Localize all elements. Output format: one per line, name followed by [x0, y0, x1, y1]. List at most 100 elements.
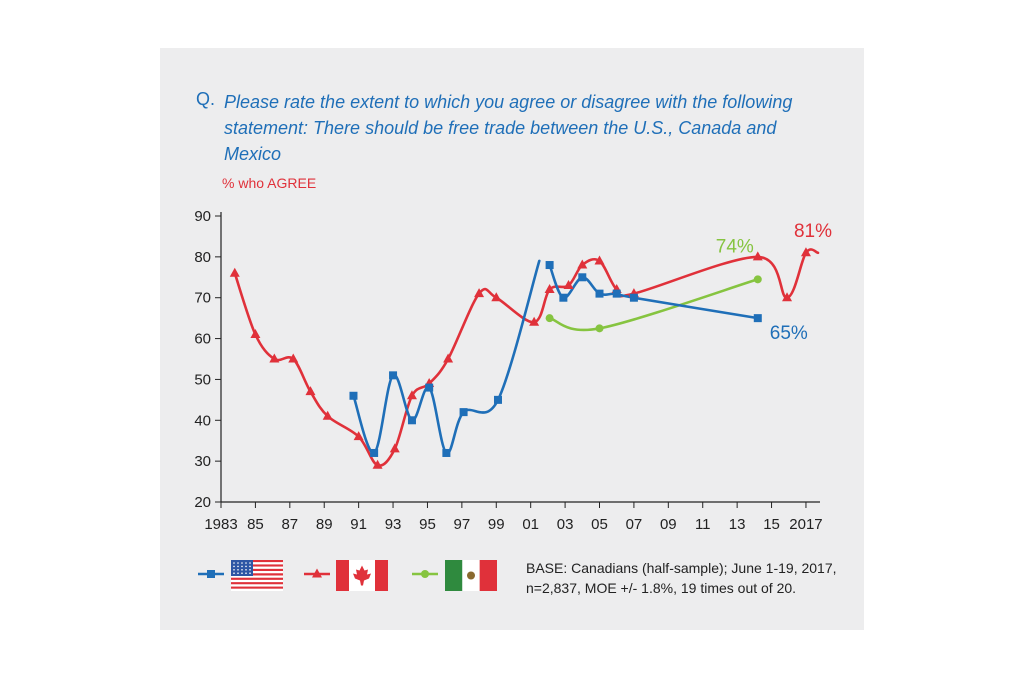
- legend: [198, 560, 497, 591]
- us-flag-star: [241, 562, 243, 564]
- end-labels: 65% 81% 74%: [716, 221, 832, 344]
- us-flag-star: [237, 572, 239, 574]
- mexico-data-point: [595, 324, 604, 333]
- us-legend-marker: [207, 570, 215, 578]
- x-tick-label: 95: [419, 516, 436, 533]
- us-flag-star: [249, 572, 251, 574]
- mexico-emblem-icon: [467, 571, 475, 580]
- canada-flag-bar: [375, 560, 388, 591]
- us-flag-star: [241, 569, 243, 571]
- us-data-point: [442, 448, 451, 457]
- us-data-point: [349, 391, 358, 400]
- y-tick-label: 80: [194, 249, 211, 266]
- us-data-point: [753, 314, 762, 323]
- us-flag-star: [237, 562, 239, 564]
- canada-data-point: [491, 292, 502, 302]
- x-tick-label: 89: [316, 516, 333, 533]
- us-flag-stripe: [231, 573, 283, 576]
- canada-data-point: [474, 288, 485, 298]
- y-tick-label: 60: [194, 331, 211, 348]
- x-tick-label: 11: [695, 516, 711, 533]
- canada-data-point: [322, 410, 333, 420]
- us-flag-stripe: [231, 582, 283, 585]
- canada-data-point: [443, 353, 454, 363]
- us-data-point: [493, 395, 502, 404]
- x-tick-label: 1983: [204, 516, 237, 533]
- us-data-point: [459, 408, 468, 417]
- us-flag-star: [233, 565, 235, 568]
- us-flag-star: [245, 562, 247, 564]
- us-flag-star: [249, 569, 251, 571]
- us-flag-star: [237, 565, 239, 568]
- series-markers: [229, 247, 811, 469]
- canada-data-point: [229, 267, 240, 277]
- question-prefix: Q.: [196, 89, 216, 109]
- canada-data-point: [288, 353, 299, 363]
- x-tick-label: 01: [522, 516, 539, 533]
- us-flag-star: [233, 569, 235, 571]
- us-data-point: [370, 448, 379, 457]
- mexico-flag-green: [445, 560, 463, 591]
- us-flag-stripe: [231, 584, 283, 587]
- us-data-point: [612, 289, 621, 298]
- us-data-point: [578, 273, 587, 282]
- us-flag-star: [241, 572, 243, 574]
- canada-data-point: [544, 284, 555, 294]
- us-flag-stripe: [231, 562, 283, 565]
- canada-data-point: [353, 431, 364, 441]
- x-tick-label: 2017: [789, 516, 822, 533]
- chart-axes: 20 30 40 50 60 70 80 90 1983 85 87 89 91 93 95 97 99 01 03…: [194, 208, 822, 533]
- x-tick-label: 93: [385, 516, 402, 533]
- us-end-label: 65%: [770, 323, 808, 344]
- canada-flag-bar: [336, 560, 349, 591]
- canada-data-point: [389, 443, 400, 453]
- us-flag-stripe: [231, 568, 283, 572]
- x-tick-label: 05: [591, 516, 608, 533]
- us-flag-stripe: [231, 571, 283, 574]
- y-tick-label: 30: [194, 453, 211, 470]
- x-tick-label: 09: [660, 516, 677, 533]
- x-tick-label: 15: [763, 516, 780, 533]
- us-series-line: [548, 263, 760, 320]
- canada-data-point: [594, 255, 605, 265]
- us-flag-star: [249, 562, 251, 564]
- us-data-point: [559, 293, 568, 302]
- us-flag-stripe: [231, 564, 283, 567]
- x-tick-label: 97: [454, 516, 471, 533]
- us-flag-star: [249, 565, 251, 568]
- canada-data-point: [800, 247, 811, 257]
- canada-data-point: [269, 353, 280, 363]
- us-data-point: [595, 289, 604, 298]
- us-flag-star: [233, 572, 235, 574]
- mexico-flag-icon: [445, 560, 497, 591]
- canada-end-label: 81%: [794, 221, 832, 242]
- canada-series-line: [233, 248, 820, 467]
- y-tick-label: 20: [194, 494, 211, 511]
- us-flag-star: [245, 569, 247, 571]
- canada-data-point: [752, 251, 763, 261]
- canada-data-point: [250, 328, 261, 338]
- us-data-point: [629, 293, 638, 302]
- y-tick-label: 40: [194, 412, 211, 429]
- us-flag-stripe: [231, 586, 283, 589]
- x-tick-label: 91: [350, 516, 367, 533]
- us-data-point: [389, 371, 398, 380]
- mexico-legend-marker: [421, 570, 429, 578]
- mexico-data-point: [545, 314, 554, 323]
- mexico-data-point: [753, 275, 762, 284]
- us-data-point: [425, 383, 434, 392]
- y-tick-label: 70: [194, 290, 211, 307]
- us-flag-star: [245, 565, 247, 568]
- canada-legend-marker: [312, 568, 322, 578]
- us-flag-stripe: [231, 560, 283, 563]
- canada-flag-icon: [336, 560, 388, 591]
- us-flag-icon: [231, 560, 283, 591]
- us-flag-canton: [231, 560, 253, 576]
- canada-data-point: [406, 390, 417, 400]
- x-tick-label: 99: [488, 516, 505, 533]
- y-tick-label: 90: [194, 208, 211, 225]
- canada-data-point: [372, 459, 383, 469]
- y-tick-label: 50: [194, 371, 211, 388]
- base-note: BASE: Canadians (half-sample); June 1-19…: [526, 560, 837, 596]
